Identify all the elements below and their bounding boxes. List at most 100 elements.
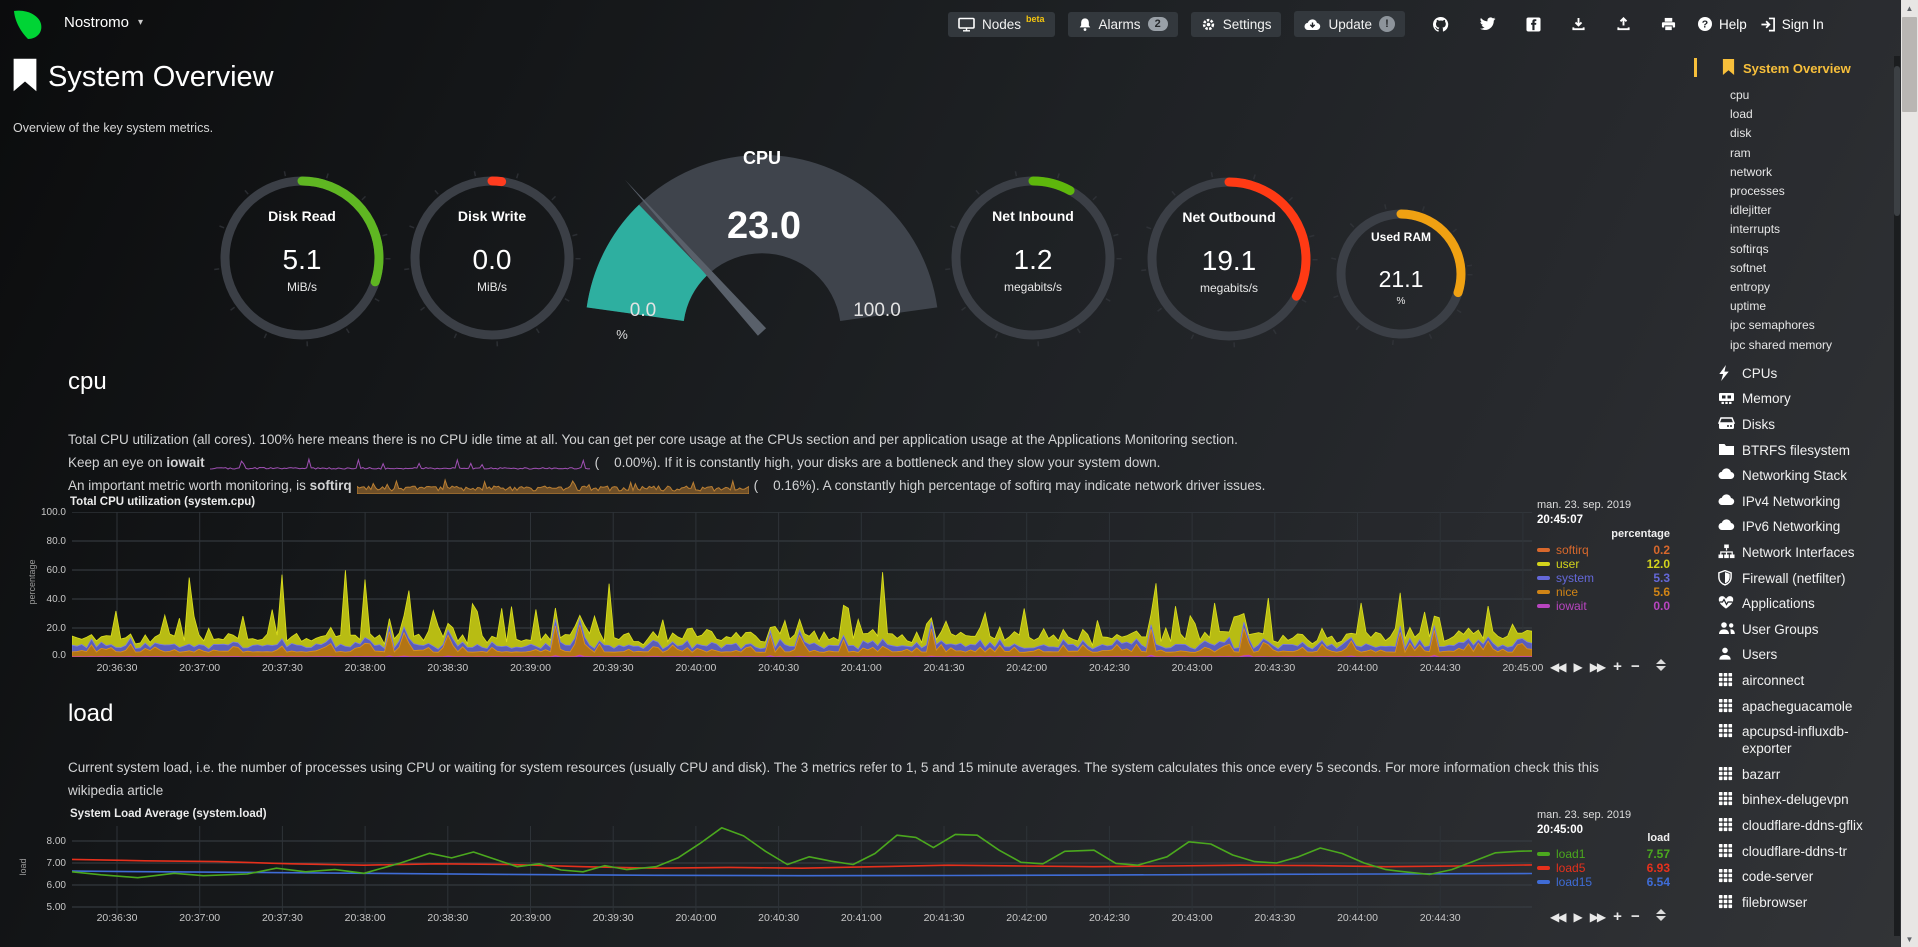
load-chart-back-button[interactable]: ◀◀ [1550, 909, 1567, 924]
load-xtick: 20:39:30 [592, 912, 634, 924]
cpu-chart-play-button[interactable]: ▶ [1573, 659, 1582, 674]
cpu-chart-plot[interactable] [71, 511, 1533, 662]
sidebar-item-cloudflare-ddns-gflix[interactable]: cloudflare-ddns-gflix [1690, 817, 1895, 834]
sidebar-item-network-interfaces[interactable]: Network Interfaces [1690, 544, 1895, 561]
sidebar-item-load[interactable]: load [1730, 107, 1753, 122]
scrollbar-thumb[interactable] [1902, 17, 1917, 112]
sidebar-item-disk[interactable]: disk [1730, 126, 1752, 141]
sidebar-item-processes[interactable]: processes [1730, 184, 1785, 199]
sidebar-item-code-server[interactable]: code-server [1690, 868, 1895, 885]
sidebar-item-btrfs-filesystem[interactable]: BTRFS filesystem [1690, 442, 1895, 459]
sidebar-item-ipv6-networking[interactable]: IPv6 Networking [1690, 518, 1895, 535]
disk-read-gauge[interactable]: Disk Read 5.1 MiB/s [207, 163, 397, 353]
load-chart-plot[interactable] [71, 826, 1533, 919]
cpu-chart-forward-button[interactable]: ▶▶ [1589, 659, 1607, 674]
sidebar-scrollbar[interactable] [1894, 56, 1900, 936]
nav-nodes-badge: beta [1026, 13, 1045, 24]
net-inbound-gauge[interactable]: Net Inbound 1.2 megabits/s [938, 163, 1128, 353]
signin-link[interactable]: Sign In [1760, 17, 1824, 32]
upload-icon[interactable] [1616, 16, 1631, 32]
sidebar-item-softirqs[interactable]: softirqs [1730, 241, 1769, 256]
disk-read-value: 5.1 [282, 244, 322, 275]
sidebar-item-user-groups[interactable]: User Groups [1690, 621, 1895, 638]
cpu-chart-zoom-in-button[interactable]: + [1613, 658, 1622, 675]
load-chart-zoom-out-button[interactable]: − [1630, 908, 1640, 925]
cpu-chart-zoom-out-button[interactable]: − [1630, 658, 1640, 675]
sidebar-item-network[interactable]: network [1730, 164, 1773, 179]
sidebar-item-disks[interactable]: Disks [1690, 416, 1895, 433]
sidebar-item-idlejitter[interactable]: idlejitter [1730, 203, 1772, 218]
sidebar-item-softnet[interactable]: softnet [1730, 260, 1767, 275]
net-outbound-gauge[interactable]: Net Outbound 19.1 megabits/s [1134, 164, 1324, 354]
legend-header: percentage [1611, 528, 1670, 540]
pulse-icon [1718, 595, 1734, 609]
cpu-xtick: 20:43:30 [1254, 662, 1296, 674]
sidebar-item-cpus[interactable]: CPUs [1690, 364, 1895, 382]
net-inbound-value: 1.2 [1013, 244, 1053, 275]
sidebar-item-applications[interactable]: Applications [1690, 595, 1895, 612]
sidebar-item-memory[interactable]: Memory [1690, 390, 1895, 407]
legend-row-user[interactable]: user 12.0 [1537, 557, 1670, 571]
help-link[interactable]: ? Help [1697, 16, 1747, 32]
legend-swatch [1537, 604, 1550, 608]
scroll-up-icon[interactable]: ▲ [1905, 3, 1914, 13]
cpu-chart-resize-handle[interactable] [1656, 659, 1666, 671]
legend-row-softirq[interactable]: softirq 0.2 [1537, 543, 1670, 557]
sidebar-item-ipc-semaphores[interactable]: ipc semaphores [1730, 318, 1815, 333]
load-chart-forward-button[interactable]: ▶▶ [1589, 909, 1607, 924]
legend-row-nice[interactable]: nice 5.6 [1537, 585, 1670, 599]
facebook-icon[interactable] [1526, 16, 1541, 32]
twitter-icon[interactable] [1479, 17, 1496, 31]
disk-read-unit: MiB/s [287, 280, 317, 294]
legend-row-load15[interactable]: load15 6.54 [1537, 875, 1670, 889]
load-xtick: 20:44:30 [1419, 912, 1461, 924]
sidebar-item-system-overview[interactable]: System Overview [1690, 56, 1895, 80]
nav-alarms-button[interactable]: Alarms 2 [1067, 11, 1178, 37]
legend-row-load5[interactable]: load5 6.93 [1537, 861, 1670, 875]
nav-update-button[interactable]: Update! [1294, 11, 1406, 37]
sidebar-item-uptime[interactable]: uptime [1730, 299, 1767, 314]
disk-write-gauge[interactable]: Disk Write 0.0 MiB/s [397, 163, 587, 353]
iowait-sparkline[interactable] [209, 454, 590, 471]
sidebar-item-networking-stack[interactable]: Networking Stack [1690, 467, 1895, 484]
sidebar-item-filebrowser[interactable]: filebrowser [1690, 894, 1895, 911]
page-scrollbar[interactable]: ▲ ▼ [1901, 0, 1918, 947]
sidebar-item-cloudflare-ddns-tr[interactable]: cloudflare-ddns-tr [1690, 843, 1895, 860]
softirq-sparkline[interactable] [356, 477, 749, 494]
iowait-label: iowait [166, 455, 205, 470]
load-chart-resize-handle[interactable] [1656, 909, 1666, 921]
sidebar-item-ipc-shared-memory[interactable]: ipc shared memory [1730, 337, 1833, 352]
sidebar-item-entropy[interactable]: entropy [1730, 280, 1771, 295]
legend-row-system[interactable]: system 5.3 [1537, 571, 1670, 585]
cpu-xtick: 20:43:00 [1171, 662, 1213, 674]
legend-row-iowait[interactable]: iowait 0.0 [1537, 599, 1670, 613]
sidebar-item-apcupsd-influxdb-exporter[interactable]: apcupsd-influxdb-exporter [1690, 723, 1895, 757]
netdata-logo[interactable] [12, 8, 44, 40]
download-icon[interactable] [1571, 17, 1586, 32]
sidebar-item-apacheguacamole[interactable]: apacheguacamole [1690, 698, 1895, 715]
cpu-gauge-min: 0.0 [629, 300, 657, 321]
sidebar-item-firewall-netfilter-[interactable]: Firewall (netfilter) [1690, 569, 1895, 587]
nav-settings-button[interactable]: Settings [1190, 11, 1282, 37]
cpu-gauge[interactable] [562, 140, 962, 350]
print-icon[interactable] [1661, 17, 1676, 32]
sidebar-item-ram[interactable]: ram [1730, 145, 1751, 160]
sidebar-item-binhex-delugevpn[interactable]: binhex-delugevpn [1690, 791, 1895, 808]
hostname-dropdown[interactable]: Nostromo ▾ [64, 14, 143, 31]
header-bar: Nostromo ▾ Nodes beta Alarms 2 Settings Updat… [0, 0, 1901, 48]
sidebar-item-airconnect[interactable]: airconnect [1690, 672, 1895, 689]
sidebar-item-users[interactable]: Users [1690, 646, 1895, 663]
legend-row-load1[interactable]: load1 7.57 [1537, 847, 1670, 861]
sidebar-item-interrupts[interactable]: interrupts [1730, 222, 1781, 237]
used-ram-gauge[interactable]: Used RAM 21.1% [1323, 196, 1479, 352]
github-icon[interactable] [1432, 16, 1449, 33]
cpu-chart-back-button[interactable]: ◀◀ [1550, 659, 1567, 674]
sidebar-item-ipv4-networking[interactable]: IPv4 Networking [1690, 493, 1895, 510]
sidebar-item-bazarr[interactable]: bazarr [1690, 766, 1895, 783]
cpu-gauge-unit: % [616, 327, 628, 342]
load-chart-zoom-in-button[interactable]: + [1613, 908, 1622, 925]
scroll-down-icon[interactable]: ▼ [1905, 934, 1914, 944]
sidebar-item-cpu[interactable]: cpu [1730, 88, 1750, 102]
load-chart-play-button[interactable]: ▶ [1573, 909, 1582, 924]
nav-nodes-button[interactable]: Nodes beta [948, 11, 1055, 37]
